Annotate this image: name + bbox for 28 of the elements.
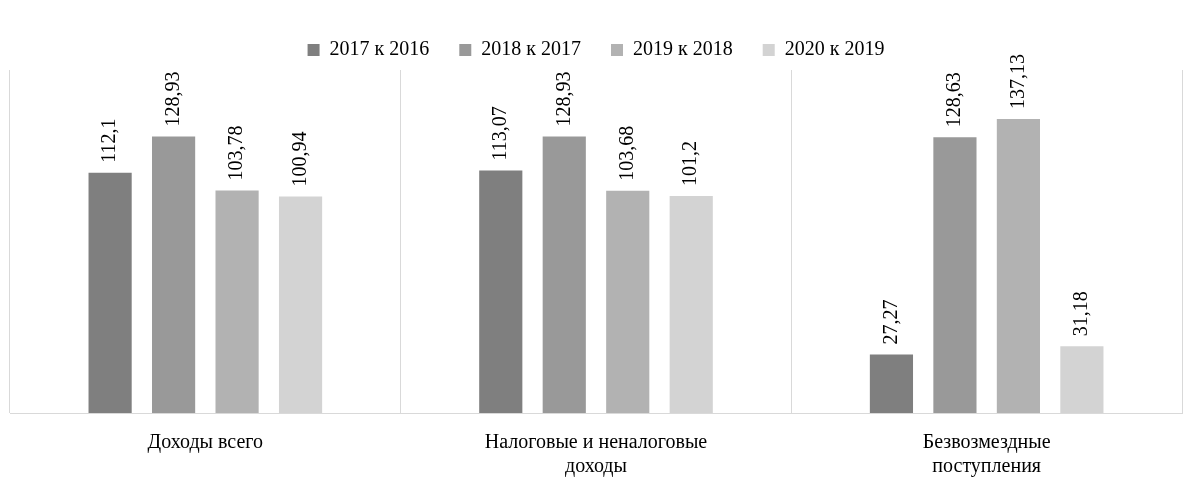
data-label: 103,68: [614, 125, 637, 181]
legend-label: 2017 к 2016: [329, 37, 430, 60]
data-label: 113,07: [488, 106, 511, 161]
bar: [152, 136, 196, 413]
legend-label: 2019 к 2018: [633, 37, 733, 60]
bar: [606, 190, 650, 413]
data-label: 128,93: [551, 71, 574, 127]
legend-label: 2018 к 2017: [481, 37, 581, 60]
bar: [996, 119, 1040, 413]
data-label: 101,2: [678, 141, 701, 187]
data-label: 31,18: [1069, 291, 1092, 337]
data-label: 103,78: [224, 125, 247, 181]
x-tick-label: Безвозмездные поступления: [922, 430, 1051, 478]
bar: [869, 354, 914, 413]
bar: [88, 172, 132, 413]
bar: [479, 170, 523, 413]
x-tick-label: Налоговые и неналоговые доходы: [484, 430, 708, 478]
data-label: 100,94: [287, 131, 310, 187]
bar: [933, 137, 977, 413]
data-label: 137,13: [1005, 54, 1028, 110]
data-label: 27,27: [878, 299, 901, 345]
x-tick-label: Доходы всего: [147, 430, 264, 454]
data-label: 128,93: [160, 71, 183, 127]
data-label: 128,63: [942, 72, 965, 128]
legend-label: 2020 к 2019: [784, 37, 885, 60]
data-label: 112,1: [97, 118, 120, 163]
bar: [215, 190, 259, 413]
bar: [542, 136, 586, 413]
